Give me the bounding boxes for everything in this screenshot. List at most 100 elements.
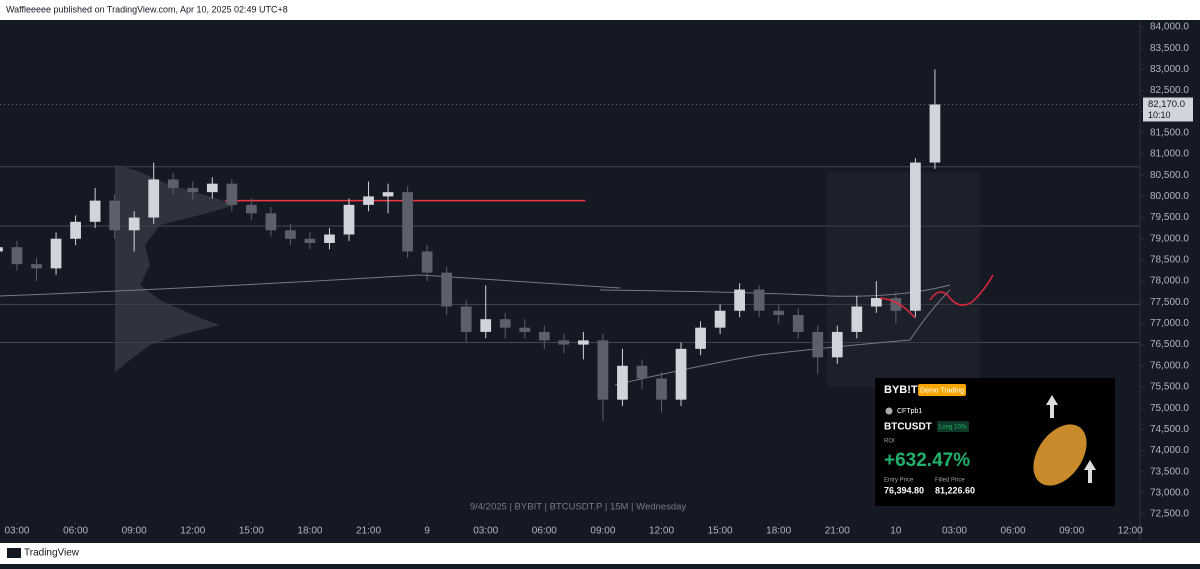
x-tick-label: 06:00 [63, 526, 88, 537]
candle-body [402, 192, 413, 252]
candle-body [597, 340, 609, 400]
card-user: CFTpb1 [897, 408, 922, 415]
x-tick-label: 03:00 [942, 526, 967, 537]
candle-body [187, 187, 199, 193]
candle-body [441, 272, 453, 307]
candle-body [910, 162, 921, 311]
logo [7, 548, 21, 558]
y-tick-label: 77,000.0 [1150, 318, 1189, 329]
y-tick-label: 83,500.0 [1150, 43, 1189, 54]
candle-body [578, 340, 589, 345]
candle-body [70, 221, 81, 239]
y-tick-label: 80,000.0 [1150, 191, 1189, 202]
y-tick-label: 73,500.0 [1150, 466, 1189, 477]
rocket [1033, 424, 1087, 486]
candle-body [831, 331, 843, 358]
candle-body [265, 213, 277, 231]
card-entry-label: Entry Price [884, 478, 914, 484]
volume-profile [115, 165, 235, 372]
candle-body [460, 306, 472, 332]
candle-body [773, 310, 785, 315]
candle-body [324, 234, 335, 243]
zone [827, 172, 980, 387]
card-filled: 81,226.60 [935, 485, 975, 495]
x-tick-label: 18:00 [766, 526, 791, 537]
candle-body [363, 196, 374, 205]
y-tick-label: 74,000.0 [1150, 445, 1189, 456]
y-tick-label: 78,000.0 [1150, 276, 1189, 287]
y-tick-label: 81,500.0 [1150, 128, 1189, 139]
y-tick-label: 82,500.0 [1150, 85, 1189, 96]
y-tick-label: 75,500.0 [1150, 382, 1189, 393]
arrow-icon [1046, 395, 1058, 418]
candle-body [890, 298, 902, 311]
y-tick-label: 83,000.0 [1150, 64, 1189, 75]
x-tick-label: 12:00 [1118, 526, 1143, 537]
candle-body [0, 247, 3, 252]
watermark: 9/4/2025 | BYBIT | BTCUSDT.P | 15M | Wed… [470, 502, 687, 513]
card-side: Long 100x [939, 425, 967, 431]
candle-body [167, 179, 179, 188]
header-bar [0, 0, 1200, 20]
vwap-line [0, 274, 621, 297]
y-tick-label: 75,000.0 [1150, 403, 1189, 414]
candle-body [792, 314, 804, 332]
candle-body [31, 264, 42, 269]
candle-body [558, 340, 570, 345]
y-tick-label: 76,000.0 [1150, 360, 1189, 371]
card-roi: +632.47% [884, 450, 970, 471]
x-tick-label: 03:00 [473, 526, 498, 537]
last-price-label: 82,170.0 [1148, 99, 1185, 110]
y-tick-label: 79,500.0 [1150, 212, 1189, 223]
candle-body [382, 192, 394, 197]
candle-body [89, 200, 101, 222]
x-tick-label: 21:00 [356, 526, 381, 537]
candle-body [519, 327, 531, 332]
card-badge: Demo Trading [920, 387, 964, 394]
card-badge-bg [918, 384, 966, 396]
candle-body [421, 251, 433, 273]
y-tick-label: 77,500.0 [1150, 297, 1189, 308]
avatar [885, 407, 893, 415]
footer-brand: TradingView [24, 548, 80, 559]
candle-body [656, 378, 667, 400]
x-tick-label: 21:00 [825, 526, 850, 537]
last-price-badge [1143, 97, 1193, 122]
candle-body [304, 238, 316, 243]
x-tick-label: 18:00 [297, 526, 322, 537]
candle-body [11, 247, 23, 265]
x-tick-label: 10 [890, 526, 902, 537]
x-tick-label: 12:00 [180, 526, 205, 537]
trade-card: BYB!T Demo Trading CFTpb1 BTCUSDT Long 1… [875, 378, 1115, 506]
x-tick-label: 15:00 [239, 526, 264, 537]
y-tick-label: 74,500.0 [1150, 424, 1189, 435]
candle-body [109, 200, 121, 231]
y-tick-label: 76,500.0 [1150, 339, 1189, 350]
y-tick-label: 78,500.0 [1150, 255, 1189, 266]
candle-body [245, 204, 257, 214]
candle-body [734, 289, 745, 311]
y-tick-label: 72,500.0 [1150, 509, 1189, 520]
candle-body [851, 306, 863, 332]
candle-body [538, 331, 550, 341]
countdown: 10:10 [1148, 110, 1171, 120]
candle-body [929, 104, 941, 163]
projection-arrow [879, 274, 994, 319]
candle-body [206, 183, 218, 193]
header-text: Waffleeeee published on TradingView.com,… [6, 4, 288, 14]
y-tick-label: 80,500.0 [1150, 170, 1189, 181]
x-tick-label: 09:00 [122, 526, 147, 537]
candle-body [753, 289, 765, 311]
y-tick-label: 79,000.0 [1150, 233, 1189, 244]
candle-body [617, 365, 628, 400]
candle-body [480, 319, 492, 332]
candle-body [695, 327, 706, 349]
plot [0, 69, 941, 421]
candle-body [343, 204, 355, 235]
candle-body [812, 331, 824, 358]
card-brand: BYB!T [884, 384, 918, 396]
x-tick-label: 06:00 [532, 526, 557, 537]
x-tick-label: 12:00 [649, 526, 674, 537]
